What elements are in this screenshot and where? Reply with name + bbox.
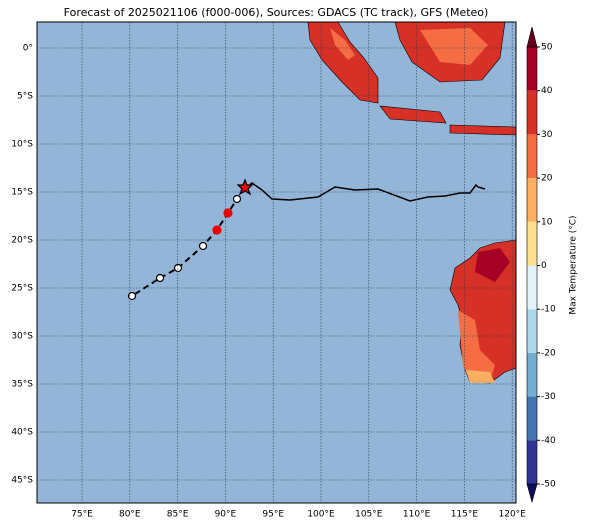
colorbar-band	[527, 352, 537, 397]
lon-tick-label: 120°E	[499, 510, 527, 520]
land-australia-hot	[475, 248, 510, 282]
graticule	[37, 22, 516, 503]
lat-tick-label: 35°S	[11, 380, 33, 390]
lon-tick-label: 75°E	[71, 510, 93, 520]
colorbar-tick-label: 40	[541, 86, 553, 96]
colorbar-tick-label: 30	[541, 130, 553, 140]
track-symbols	[127, 178, 254, 301]
lat-tick-label: 10°S	[11, 140, 33, 150]
lon-tick-label: 110°E	[403, 510, 431, 520]
colorbar-tick-label: -50	[541, 480, 556, 490]
lat-tick-label: 20°S	[11, 236, 33, 246]
colorbar-band	[527, 265, 537, 310]
lat-tick-label: 15°S	[11, 188, 33, 198]
land-islands	[449, 124, 517, 136]
lon-tick-label: 95°E	[262, 510, 284, 520]
lon-tick-label: 80°E	[119, 510, 141, 520]
title: Forecast of 2025021106 (f000-006), Sourc…	[64, 6, 489, 19]
lat-tick-label: 30°S	[11, 332, 33, 342]
frame	[36, 21, 517, 504]
colorbar-tick-label: 20	[541, 174, 553, 184]
lat-tick-label: 40°S	[11, 428, 33, 438]
land-sumatra	[307, 21, 379, 104]
colorbar-band	[527, 396, 537, 441]
colorbar-tick-label: -30	[541, 392, 556, 402]
land-java	[379, 105, 447, 124]
lon-tick-label: 115°E	[451, 510, 479, 520]
colorbar-tick-label: -40	[541, 436, 556, 446]
colorbar-extend-bottom	[526, 483, 538, 504]
past-track	[245, 182, 486, 202]
colorbar-band	[527, 221, 537, 266]
colorbar-band	[527, 178, 537, 222]
colorbar-tick-label: 50	[541, 43, 553, 53]
colorbar-band	[527, 47, 537, 91]
colorbar-band	[527, 440, 537, 484]
lon-tick-label: 100°E	[307, 510, 335, 520]
colorbar-band	[527, 309, 537, 353]
colorbar-band	[527, 134, 537, 179]
lon-tick-label: 105°E	[355, 510, 383, 520]
lon-tick-label: 90°E	[215, 510, 237, 520]
land-sumatra-detail	[330, 28, 355, 60]
colorbar-tick-label: 10	[541, 217, 553, 227]
colorbar: Max Temperature (°C) 50 40 30 20 10 0 -10 -20 -3…	[526, 26, 579, 504]
land-australia-mild	[466, 370, 495, 383]
colorbar-tick-label: -10	[541, 305, 556, 315]
lat-tick-label: 25°S	[11, 284, 33, 294]
lat-tick-label: 0°	[23, 44, 33, 54]
colorbar-band	[527, 90, 537, 135]
colorbar-tick-label: -20	[541, 348, 556, 358]
ocean	[37, 22, 516, 503]
colorbar-tick-label: 0	[541, 261, 547, 271]
land-borneo-detail	[420, 28, 488, 65]
land-australia-warm	[458, 310, 495, 382]
lat-tick-label: 45°S	[11, 476, 33, 486]
colorbar-label: Max Temperature (°C)	[569, 215, 579, 314]
colorbar-extend-top	[526, 26, 538, 48]
lon-tick-label: 85°E	[167, 510, 189, 520]
map-area	[36, 21, 517, 504]
lat-tick-label: 5°S	[17, 92, 33, 102]
